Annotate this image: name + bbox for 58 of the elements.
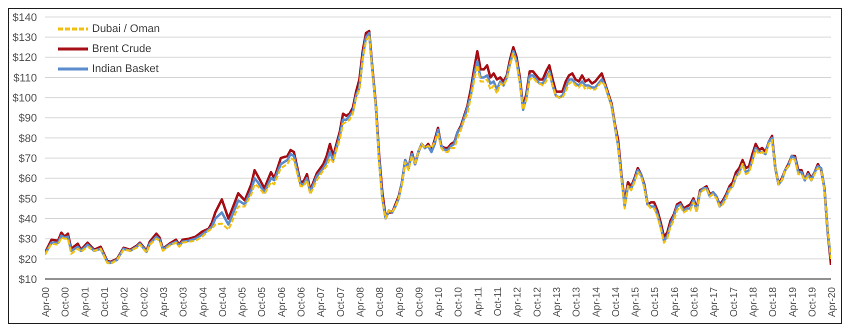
y-tick-label: $40 [18, 213, 37, 226]
x-tick-label: Oct-02 [139, 286, 150, 318]
y-tick-label: $90 [18, 112, 37, 125]
x-tick-label: Apr-09 [394, 286, 406, 318]
x-tick-label: Oct-05 [257, 286, 268, 318]
x-tick-label: Oct-00 [60, 286, 72, 318]
x-tick-label: Apr-02 [120, 286, 131, 318]
x-tick-label: Apr-17 [709, 286, 720, 318]
y-tick-label: $70 [18, 152, 37, 165]
x-tick-label: Apr-18 [748, 286, 760, 318]
x-tick-label: Oct-18 [768, 286, 780, 318]
x-tick-label: Oct-06 [296, 286, 308, 318]
x-tick-label: Oct-17 [728, 286, 740, 318]
x-tick-label: Apr-07 [316, 286, 328, 318]
x-tick-label: Apr-10 [434, 286, 446, 318]
x-tick-label: Apr-19 [788, 286, 799, 318]
x-tick-label: Oct-12 [532, 286, 544, 318]
legend-label: Brent Crude [92, 43, 152, 55]
x-tick-label: Apr-16 [670, 286, 681, 318]
x-tick-label: Oct-13 [572, 286, 583, 318]
x-tick-label: Apr-05 [238, 286, 249, 318]
y-tick-label: $140 [12, 12, 37, 24]
x-tick-label: Oct-08 [375, 286, 386, 318]
x-tick-label: Oct-16 [690, 286, 701, 318]
x-tick-label: Apr-15 [630, 286, 642, 318]
x-tick-label: Apr-20 [827, 286, 838, 318]
y-tick-label: $10 [18, 274, 37, 286]
x-tick-label: Apr-11 [473, 286, 484, 316]
legend-label: Indian Basket [92, 63, 159, 75]
x-tick-label: Oct-03 [178, 286, 190, 318]
legend-label: Dubai / Oman [92, 23, 160, 35]
y-tick-label: $100 [12, 92, 37, 105]
x-tick-label: Apr-14 [591, 286, 602, 318]
y-tick-label: $60 [18, 173, 37, 186]
x-tick-label: Oct-09 [414, 286, 426, 318]
x-tick-label: Apr-03 [159, 286, 170, 318]
x-tick-label: Apr-12 [512, 286, 524, 318]
x-tick-label: Oct-07 [336, 286, 347, 318]
y-tick-label: $110 [13, 72, 37, 84]
x-tick-label: Oct-10 [454, 286, 465, 318]
x-tick-label: Apr-01 [80, 286, 92, 318]
y-tick-label: $30 [18, 234, 37, 246]
x-tick-label: Oct-15 [650, 286, 662, 318]
x-tick-label: Apr-06 [276, 286, 288, 318]
x-tick-label: Apr-04 [198, 286, 210, 318]
y-tick-label: $130 [12, 32, 37, 44]
y-tick-label: $80 [18, 132, 37, 145]
x-tick-label: Oct-14 [610, 286, 622, 318]
x-tick-label: Oct-11 [493, 286, 504, 316]
y-tick-label: $50 [18, 193, 37, 206]
y-tick-label: $120 [12, 52, 37, 64]
x-tick-label: Apr-08 [356, 286, 366, 318]
x-tick-label: Apr-13 [552, 286, 563, 318]
x-tick-label: Oct-19 [807, 286, 818, 318]
x-tick-label: Oct-04 [218, 286, 229, 318]
x-tick-label: Oct-01 [100, 286, 112, 318]
y-tick-label: $20 [18, 254, 37, 266]
x-tick-label: Apr-00 [41, 286, 52, 318]
